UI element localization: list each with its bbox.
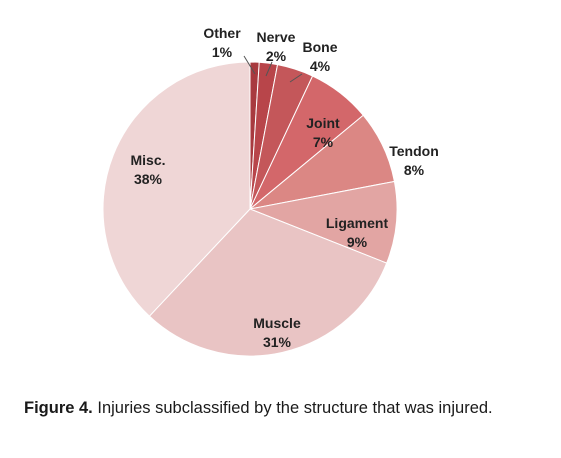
leader-line-other xyxy=(243,55,256,75)
pie-labels: Other 1% Nerve 2% Bone 4% Joint 7% Tendon 8% Ligam… xyxy=(130,25,438,350)
slice-value-muscle: 31% xyxy=(263,334,292,350)
slice-label-muscle: Muscle xyxy=(253,315,301,331)
figure-caption-label: Figure 4. xyxy=(24,399,93,417)
slice-value-ligament: 9% xyxy=(347,234,368,250)
slice-label-nerve: Nerve xyxy=(257,29,296,45)
slice-label-tendon: Tendon xyxy=(389,143,439,159)
figure-caption: Figure 4. Injuries subclassified by the … xyxy=(24,397,512,419)
slice-value-tendon: 8% xyxy=(404,162,425,178)
pie-chart: Other 1% Nerve 2% Bone 4% Joint 7% Tendon 8% Ligam… xyxy=(102,25,439,357)
pie-slice-ligament xyxy=(248,180,398,264)
slice-label-ligament: Ligament xyxy=(326,215,389,231)
pie-slice-misc xyxy=(102,61,251,317)
leader-line-nerve xyxy=(265,61,273,77)
slice-value-bone: 4% xyxy=(310,58,331,74)
pie-slices xyxy=(102,61,398,357)
pie-slice-muscle xyxy=(148,208,388,357)
leader-line-bone xyxy=(289,73,303,83)
slice-value-joint: 7% xyxy=(313,134,334,150)
figure-caption-text: Injuries subclassified by the structure … xyxy=(97,399,493,417)
slice-value-misc: 38% xyxy=(134,171,163,187)
slice-label-other: Other xyxy=(203,25,241,41)
slice-value-nerve: 2% xyxy=(266,48,287,64)
slice-label-joint: Joint xyxy=(306,115,340,131)
slice-label-bone: Bone xyxy=(303,39,338,55)
slice-value-other: 1% xyxy=(212,44,233,60)
slice-label-misc: Misc. xyxy=(130,152,165,168)
